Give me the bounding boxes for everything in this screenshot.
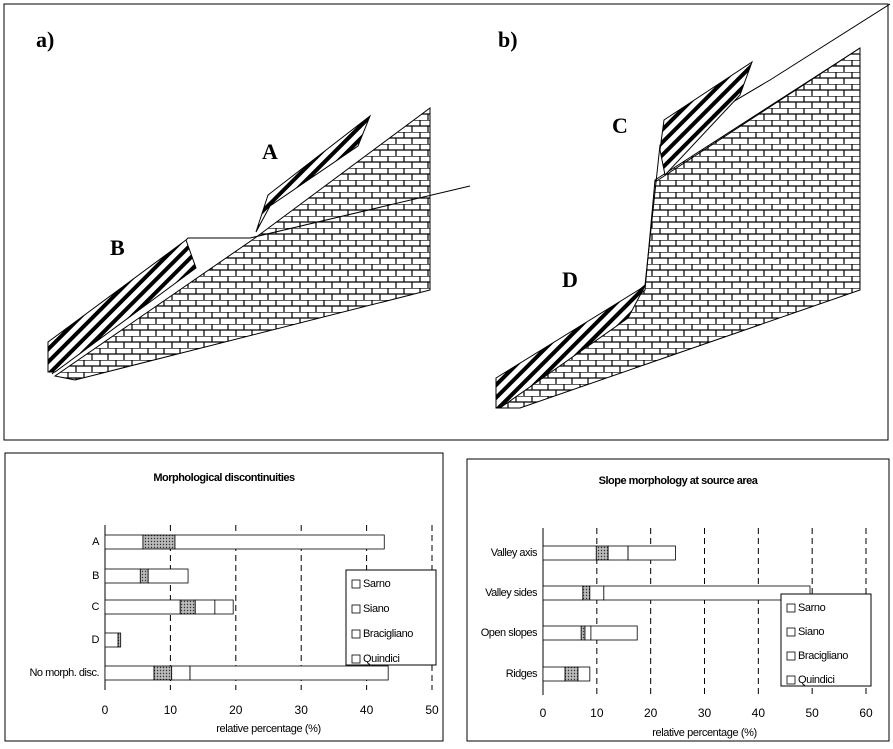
bar-segment [542, 545, 597, 561]
x-tick-label: 0 [102, 703, 109, 717]
bar-segment [595, 545, 609, 561]
bar-segment [104, 568, 141, 584]
bar-segment [584, 625, 592, 641]
legend-swatch [351, 604, 361, 614]
x-axis-label: relative percentage (%) [652, 727, 757, 739]
bar-segment [607, 545, 629, 561]
bar-segment [589, 585, 605, 601]
bar-segment [577, 666, 591, 682]
chart-title: Slope morphology at source area [599, 475, 759, 487]
chart-frame [466, 458, 890, 742]
bar-segment [179, 599, 196, 615]
bar-segment [117, 632, 122, 648]
x-tick-label: 60 [859, 706, 873, 720]
legend-swatch [351, 579, 361, 589]
bar-segment [104, 665, 155, 681]
legend-swatch [786, 675, 796, 685]
bar-segment [542, 666, 566, 682]
bar-segment [104, 632, 119, 648]
panel-a: a) A B [36, 27, 471, 381]
bar-segment [104, 599, 181, 615]
bar-segment [153, 665, 173, 681]
legend-label: Sarno [798, 602, 826, 614]
legend-label: Siano [363, 603, 389, 615]
panel-label: b) [498, 27, 518, 52]
bar-segment [580, 625, 586, 641]
y-tick-label: B [92, 570, 99, 582]
bar-segment [214, 599, 234, 615]
legend-box [780, 593, 872, 687]
y-tick-label: C [92, 601, 100, 613]
bar-segment [582, 585, 591, 601]
bar-segment [147, 568, 189, 584]
bar-segment [564, 666, 579, 682]
bar-segment [603, 585, 811, 601]
feature-label: C [612, 113, 628, 138]
y-tick-label: D [92, 634, 100, 646]
legend-swatch [786, 627, 796, 637]
bar-segment [104, 534, 144, 550]
y-tick-label: Valley sides [485, 587, 538, 599]
x-axis-label: relative percentage (%) [216, 723, 321, 735]
x-tick-label: 30 [698, 706, 712, 720]
x-tick-label: 10 [590, 706, 604, 720]
chart-frame [4, 452, 444, 742]
bar-segment [139, 568, 149, 584]
bar-segment [174, 534, 385, 550]
bar-segment [627, 545, 676, 561]
y-tick-label: Valley axis [491, 547, 538, 559]
feature-label: B [110, 235, 125, 260]
x-tick-label: 40 [752, 706, 766, 720]
x-tick-label: 40 [360, 703, 374, 717]
bar-segment [590, 625, 638, 641]
legend-label: Bracigliano [363, 628, 413, 640]
legend-label: Quindici [798, 674, 835, 686]
legend-swatch [786, 651, 796, 661]
x-tick-label: 10 [164, 703, 178, 717]
bar-segment [189, 665, 389, 681]
legend-swatch [786, 603, 796, 613]
x-tick-label: 20 [229, 703, 243, 717]
legend-box [345, 569, 437, 666]
x-tick-label: 20 [644, 706, 658, 720]
legend-swatch [351, 629, 361, 639]
legend-label: Quindici [363, 653, 400, 665]
y-tick-label: A [92, 536, 100, 548]
bar-segment [171, 665, 191, 681]
legend-label: Siano [798, 626, 824, 638]
y-tick-label: Open slopes [481, 627, 538, 639]
bar-segment [542, 585, 584, 601]
legend-swatch [351, 654, 361, 664]
bar-segment [194, 599, 216, 615]
feature-label: D [562, 267, 578, 292]
bar-segment [142, 534, 176, 550]
x-tick-label: 50 [425, 703, 439, 717]
diagram-frame [3, 3, 889, 441]
panel-b: b) C D [495, 3, 891, 409]
legend-label: Sarno [363, 578, 391, 590]
x-tick-label: 50 [805, 706, 819, 720]
panel-label: a) [36, 27, 54, 52]
y-tick-label: Ridges [506, 668, 538, 680]
chart-title: Morphological discontinuities [153, 472, 295, 484]
y-tick-label: No morph. disc. [29, 667, 99, 679]
x-tick-label: 30 [295, 703, 309, 717]
x-tick-label: 0 [540, 706, 547, 720]
legend-label: Bracigliano [798, 650, 848, 662]
bar-segment [542, 625, 582, 641]
feature-label: A [262, 139, 278, 164]
